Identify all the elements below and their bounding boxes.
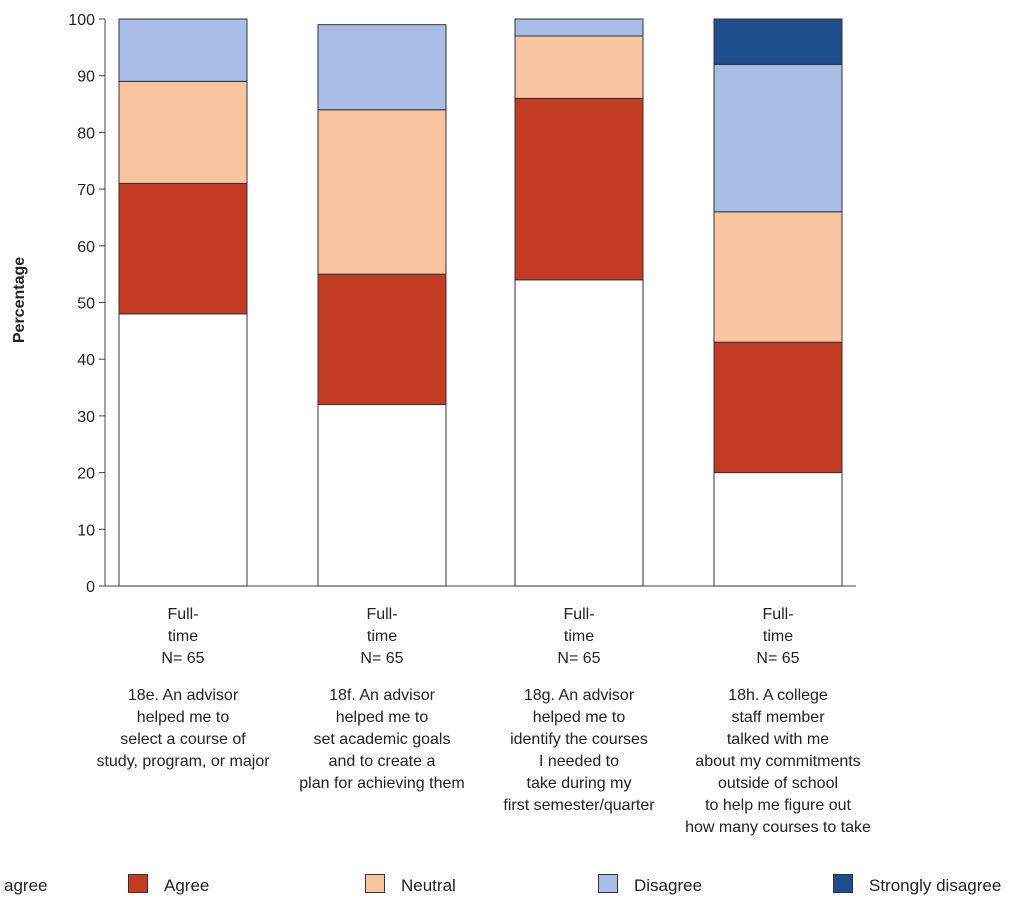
legend-swatch xyxy=(598,874,618,893)
bar-segment-5-category-4 xyxy=(713,18,843,65)
legend-label: Strongly disagree xyxy=(869,876,1002,895)
y-tick-label: 70 xyxy=(77,182,95,199)
category-group-line: Full- xyxy=(762,606,794,623)
bar-segment-3-category-4 xyxy=(713,211,843,343)
category-item-line: 18h. A college xyxy=(728,687,828,704)
category-item-line: take during my xyxy=(526,775,632,792)
y-tick-label: 90 xyxy=(77,69,95,86)
bar-segment-2-category-4 xyxy=(713,341,843,474)
bar-segment-2-category-2 xyxy=(317,273,447,406)
bar-segment-1-category-3 xyxy=(514,279,644,587)
category-group-line: N= 65 xyxy=(360,650,404,667)
category-item-line: select a course of xyxy=(120,731,246,748)
category-label: Full-time N= 65 18g. An advisor helped me t… xyxy=(464,604,694,817)
category-group-line: time xyxy=(563,628,595,645)
y-tick-label: 10 xyxy=(77,522,95,539)
category-item-line: 18g. An advisor xyxy=(523,687,635,704)
y-tick-label: 80 xyxy=(77,125,95,142)
category-label: Full-time N= 65 18f. An advisor helped me t… xyxy=(267,604,497,795)
bar-segment-2-category-3 xyxy=(514,97,644,281)
category-label: Full-time N= 65 18e. An advisor helped me t… xyxy=(68,604,298,773)
y-tick-label: 20 xyxy=(77,466,95,483)
category-item-line: talked with me xyxy=(726,731,830,748)
category-group-line: N= 65 xyxy=(161,650,205,667)
bar-segment-4-category-1 xyxy=(118,18,248,82)
y-tick-label: 60 xyxy=(77,239,95,256)
category-group-line: time xyxy=(762,628,794,645)
category-item-line: 18e. An advisor xyxy=(127,687,239,704)
category-item-line: first semester/quarter xyxy=(503,797,655,814)
category-item-line: identify the courses xyxy=(510,731,648,748)
category-group-line: N= 65 xyxy=(557,650,601,667)
legend-swatch xyxy=(365,874,385,893)
category-item-line: 18f. An advisor xyxy=(329,687,435,704)
bar-segment-3-category-3 xyxy=(514,35,644,99)
category-item-line: study, program, or major xyxy=(96,753,270,770)
category-group-line: time xyxy=(167,628,199,645)
y-tick-label: 30 xyxy=(77,409,95,426)
category-item-line: to help me figure out xyxy=(705,797,851,814)
legend-label: Neutral xyxy=(401,876,456,895)
legend-label: Agree xyxy=(164,876,210,895)
bar-segment-3-category-1 xyxy=(118,80,248,184)
category-group-line: Full- xyxy=(366,606,398,623)
legend-label: Disagree xyxy=(634,876,703,895)
category-item-line: helped me to xyxy=(532,709,626,726)
category-group-line: N= 65 xyxy=(756,650,800,667)
category-label: Full-time N= 65 18h. A college staff member… xyxy=(663,604,893,839)
bar-segment-4-category-3 xyxy=(514,18,644,37)
category-item-line: staff member xyxy=(731,709,825,726)
category-item-line: plan for achieving them xyxy=(299,775,465,792)
legend-swatch xyxy=(128,874,148,893)
category-item-line: and to create a xyxy=(328,753,436,770)
y-tick-label: 0 xyxy=(86,579,95,596)
bar-segment-3-category-2 xyxy=(317,109,447,275)
bar-segment-4-category-4 xyxy=(713,63,843,213)
bar-segment-1-category-1 xyxy=(118,313,248,587)
bar-segment-1-category-4 xyxy=(713,472,843,587)
category-group-line: Full- xyxy=(563,606,595,623)
bar-segment-1-category-2 xyxy=(317,404,447,587)
y-tick-label: 100 xyxy=(68,12,95,29)
category-item-line: helped me to xyxy=(136,709,230,726)
bar-segment-2-category-1 xyxy=(118,182,248,315)
category-item-line: helped me to xyxy=(335,709,429,726)
category-item-line: I needed to xyxy=(538,753,620,770)
category-group-line: Full- xyxy=(167,606,199,623)
y-tick-label: 50 xyxy=(77,296,95,313)
bars xyxy=(118,18,843,587)
category-item-line: about my commitments xyxy=(695,753,861,770)
category-item-line: outside of school xyxy=(717,775,839,792)
y-tick-label: 40 xyxy=(77,352,95,369)
bar-segment-4-category-2 xyxy=(317,24,447,111)
category-item-line: set academic goals xyxy=(313,731,451,748)
legend-swatch xyxy=(833,874,853,893)
legend-label: agree xyxy=(4,876,48,895)
category-item-line: how many courses to take xyxy=(685,819,871,836)
y-axis: 0 10 20 30 40 50 60 70 80 90 100 xyxy=(68,12,856,596)
y-axis-label: Percentage xyxy=(11,257,28,343)
category-group-line: time xyxy=(366,628,398,645)
